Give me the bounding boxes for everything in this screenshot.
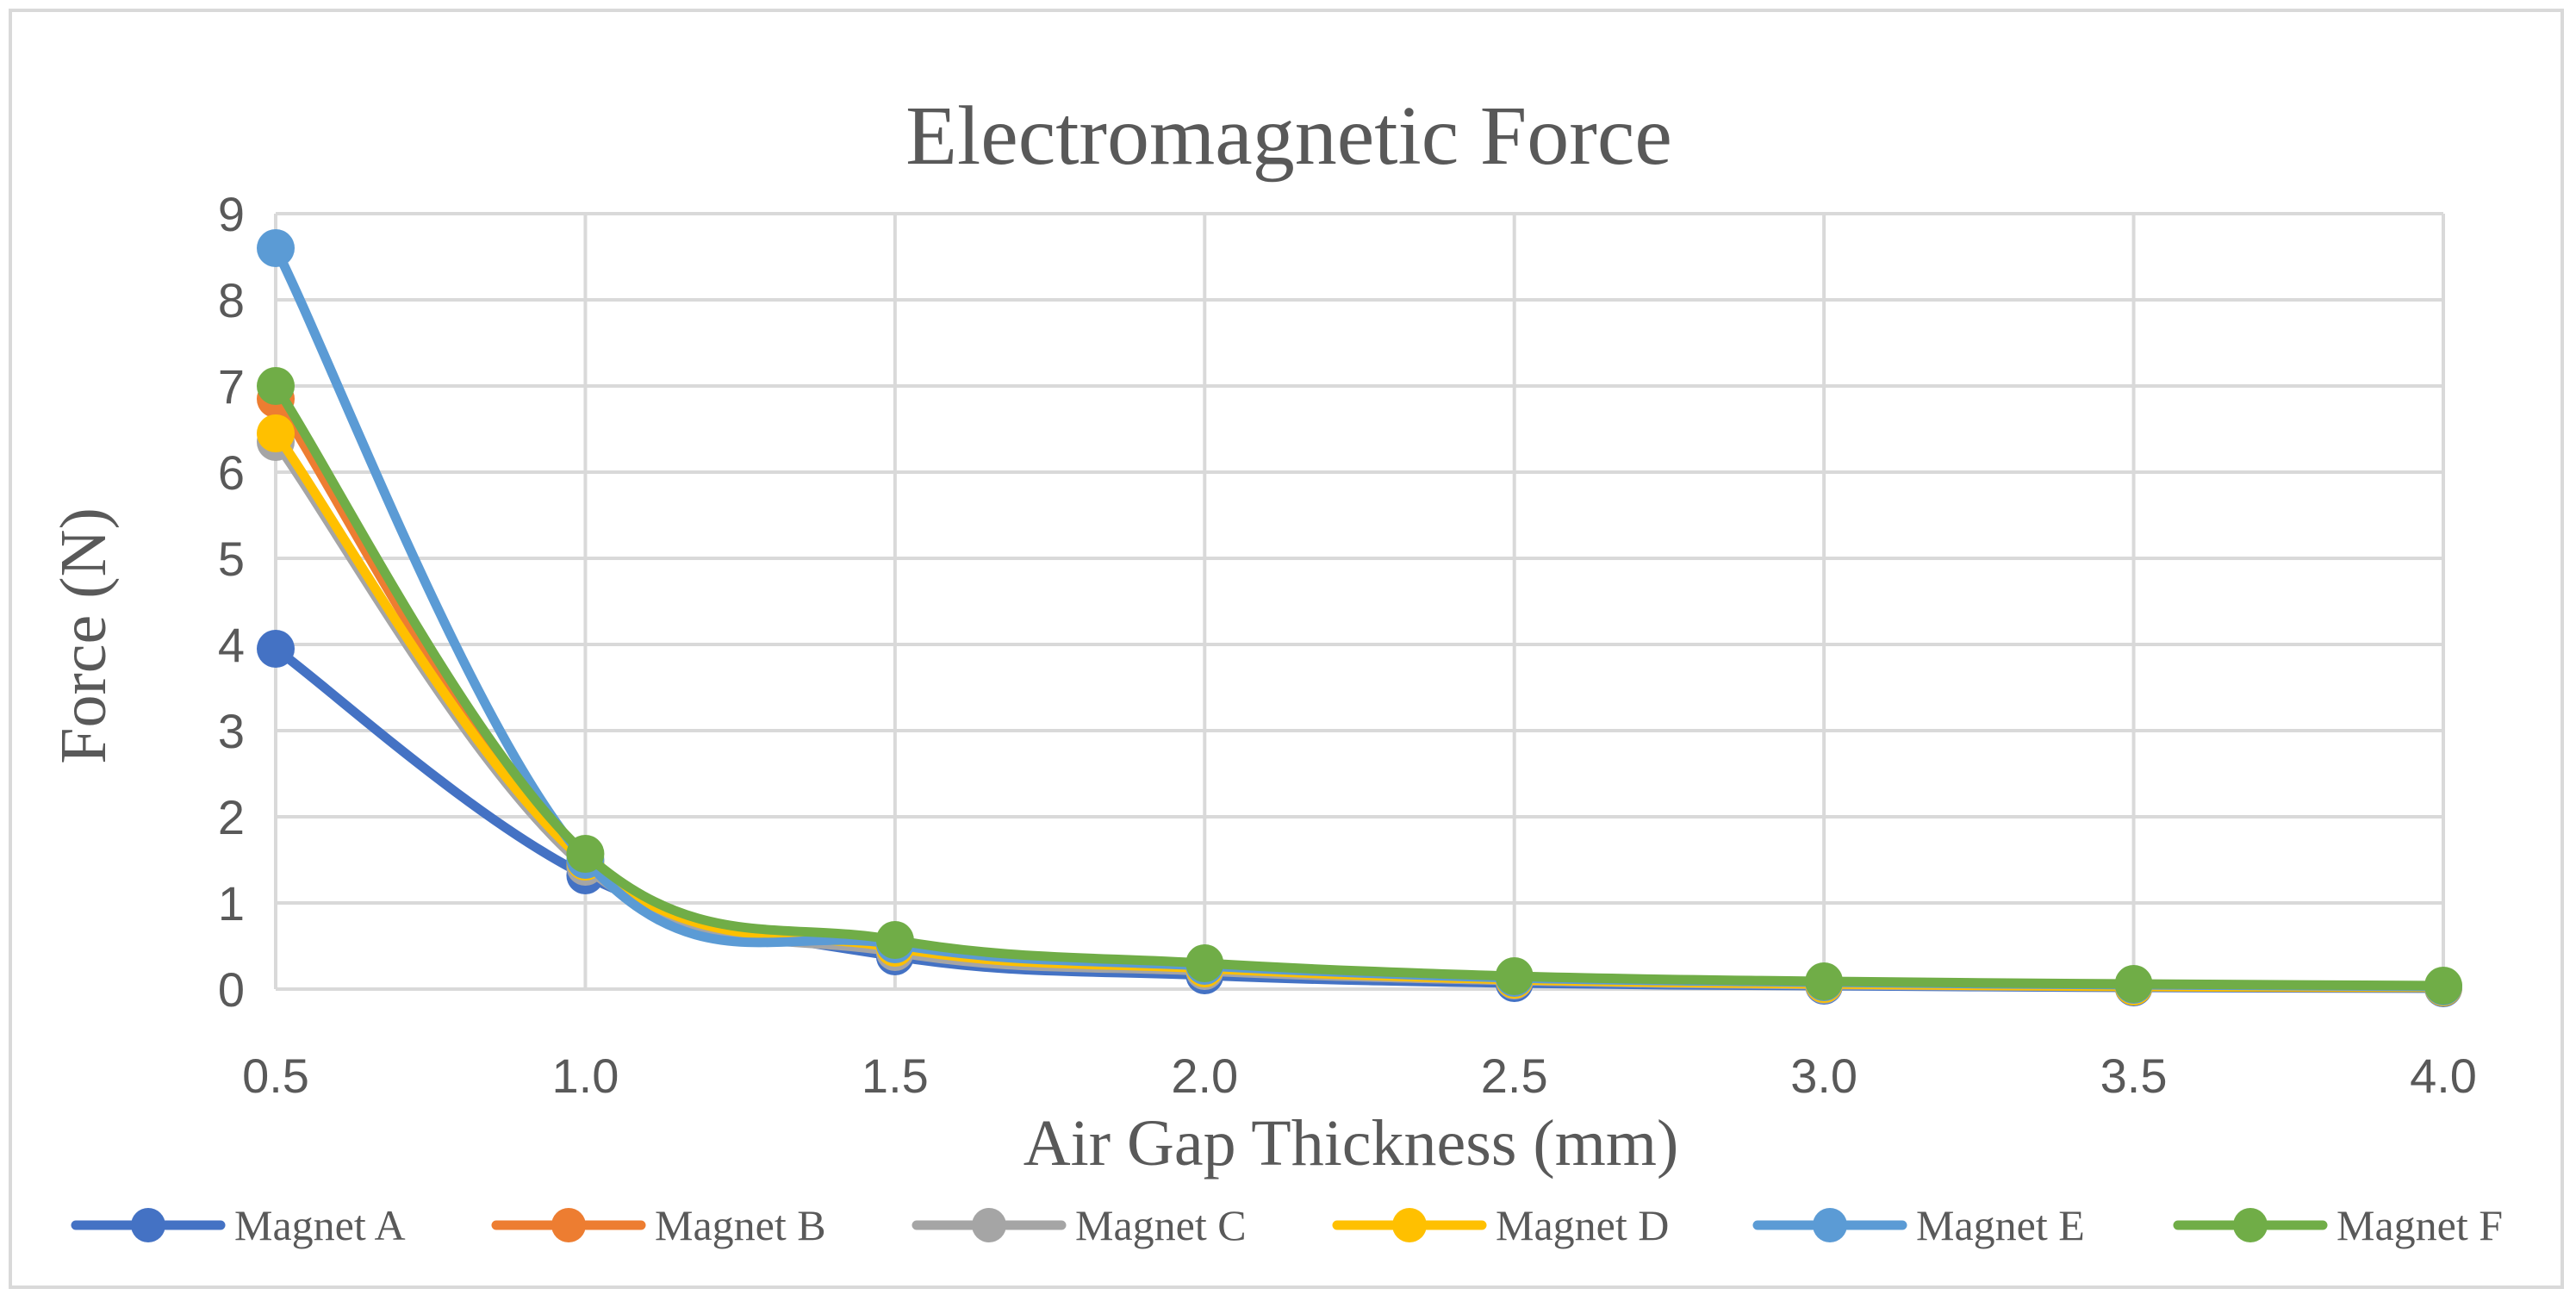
y-tick-label: 3 [218, 704, 245, 758]
legend-item-magnet-c[interactable]: Magnet C [912, 1201, 1247, 1249]
legend-label: Magnet C [1075, 1201, 1247, 1249]
legend-dot-marker [2233, 1208, 2268, 1242]
series-line [271, 437, 2448, 993]
data-point [1185, 944, 1224, 982]
x-tick-label: 2.0 [1171, 1049, 1238, 1103]
legend-label: Magnet A [234, 1201, 406, 1249]
data-point [1495, 957, 1534, 995]
legend-dot-marker [1813, 1208, 1847, 1242]
series-line [271, 381, 2448, 991]
x-tick-label: 0.5 [242, 1049, 309, 1103]
series-line [271, 394, 2448, 993]
data-point [257, 414, 295, 452]
y-tick-label: 0 [218, 962, 245, 1017]
data-point [1805, 962, 1844, 1000]
data-point [2424, 967, 2462, 1005]
legend-item-magnet-f[interactable]: Magnet F [2173, 1201, 2503, 1249]
legend-label: Magnet B [655, 1201, 826, 1249]
y-tick-label: 6 [218, 445, 245, 500]
series-magnet-c [257, 423, 2462, 1006]
y-tick-label: 7 [218, 359, 245, 414]
legend-item-magnet-a[interactable]: Magnet A [71, 1201, 406, 1249]
y-tick-label: 9 [218, 187, 245, 241]
y-tick-label: 4 [218, 618, 245, 672]
x-axis-ticks: 0.5 1.0 1.5 2.0 2.5 3.0 3.5 4.0 [242, 1049, 2477, 1103]
data-point [257, 229, 295, 267]
x-tick-label: 1.5 [862, 1049, 929, 1103]
legend-dot-marker [1392, 1208, 1427, 1242]
legend-dot-marker [131, 1208, 165, 1242]
series-line [271, 243, 2448, 992]
x-tick-label: 3.5 [2100, 1049, 2168, 1103]
y-axis-title: Force (N) [47, 507, 120, 764]
x-axis-title: Air Gap Thickness (mm) [1024, 1107, 1679, 1180]
y-tick-label: 1 [218, 876, 245, 931]
data-point [566, 835, 605, 873]
legend-item-magnet-b[interactable]: Magnet B [491, 1201, 826, 1249]
y-tick-label: 2 [218, 790, 245, 844]
legend-label: Magnet E [1916, 1201, 2085, 1249]
chart-title: Electromagnetic Force [905, 90, 1672, 183]
series-magnet-f [257, 367, 2462, 1005]
x-tick-label: 2.5 [1481, 1049, 1548, 1103]
legend-dot-marker [551, 1208, 586, 1242]
legend-label: Magnet F [2336, 1201, 2503, 1249]
data-point [257, 630, 295, 668]
x-tick-label: 1.0 [551, 1049, 619, 1103]
data-point [257, 367, 295, 405]
data-point [2114, 965, 2153, 1003]
legend-label: Magnet D [1496, 1201, 1669, 1249]
legend[interactable]: Magnet A Magnet B Magnet C Magnet D Magnet E… [71, 1201, 2503, 1249]
y-axis-ticks: 0 1 2 3 4 5 6 7 8 9 [218, 187, 245, 1017]
x-tick-label: 3.0 [1790, 1049, 1857, 1103]
series-group [257, 229, 2462, 1007]
x-tick-label: 4.0 [2410, 1049, 2477, 1103]
series-magnet-b [257, 380, 2462, 1006]
series-magnet-d [257, 414, 2462, 1006]
legend-dot-marker [972, 1208, 1006, 1242]
legend-item-magnet-e[interactable]: Magnet E [1752, 1201, 2085, 1249]
data-point [875, 921, 914, 959]
legend-item-magnet-d[interactable]: Magnet D [1332, 1201, 1669, 1249]
y-tick-label: 5 [218, 532, 245, 586]
y-tick-label: 8 [218, 273, 245, 327]
